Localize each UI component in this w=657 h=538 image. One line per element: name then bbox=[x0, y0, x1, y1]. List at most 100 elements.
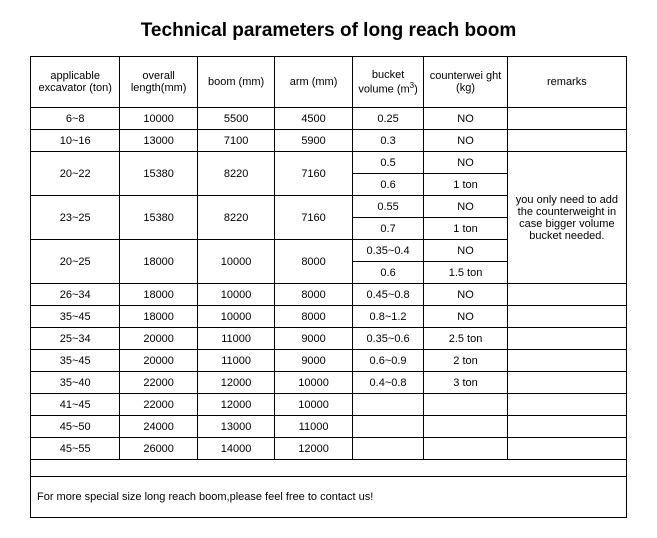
cell: 26~34 bbox=[31, 284, 120, 306]
cell: 20000 bbox=[120, 350, 197, 372]
header-remarks: remarks bbox=[507, 57, 626, 108]
cell: 10000 bbox=[197, 240, 274, 284]
cell: 25~34 bbox=[31, 328, 120, 350]
header-boom: boom (mm) bbox=[197, 57, 274, 108]
cell: NO bbox=[424, 108, 507, 130]
cell: 1 ton bbox=[424, 218, 507, 240]
cell: 4500 bbox=[275, 108, 352, 130]
cell: 2.5 ton bbox=[424, 328, 507, 350]
cell bbox=[424, 416, 507, 438]
cell: 14000 bbox=[197, 438, 274, 460]
table-body: 6~810000550045000.25NO 10~16130007100590… bbox=[31, 108, 627, 518]
header-row: applicable excavator (ton) overall lengt… bbox=[31, 57, 627, 108]
cell: NO bbox=[424, 196, 507, 218]
cell: NO bbox=[424, 240, 507, 262]
table-row: 35~402200012000100000.4~0.83 ton bbox=[31, 372, 627, 394]
cell: 5900 bbox=[275, 130, 352, 152]
cell: 45~55 bbox=[31, 438, 120, 460]
cell: 23~25 bbox=[31, 196, 120, 240]
cell: 0.6~0.9 bbox=[352, 350, 424, 372]
remarks-cell: you only need to add the counterweight i… bbox=[507, 152, 626, 284]
cell bbox=[507, 394, 626, 416]
page-container: Technical parameters of long reach boom … bbox=[0, 0, 657, 538]
cell: 15380 bbox=[120, 196, 197, 240]
cell: 0.55 bbox=[352, 196, 424, 218]
cell: 2 ton bbox=[424, 350, 507, 372]
spacer-row bbox=[31, 460, 627, 477]
cell: 8220 bbox=[197, 152, 274, 196]
cell: NO bbox=[424, 130, 507, 152]
header-bucket: bucket volume (m3) bbox=[352, 57, 424, 108]
cell: 0.8~1.2 bbox=[352, 306, 424, 328]
cell: 12000 bbox=[197, 372, 274, 394]
page-title: Technical parameters of long reach boom bbox=[30, 20, 627, 42]
cell: 10000 bbox=[120, 108, 197, 130]
cell: 20000 bbox=[120, 328, 197, 350]
cell: 9000 bbox=[275, 350, 352, 372]
cell bbox=[352, 394, 424, 416]
table-row: 20~2215380822071600.5NO you only need to… bbox=[31, 152, 627, 174]
cell: 11000 bbox=[197, 328, 274, 350]
cell: 22000 bbox=[120, 372, 197, 394]
cell: 0.3 bbox=[352, 130, 424, 152]
cell: NO bbox=[424, 306, 507, 328]
cell bbox=[352, 416, 424, 438]
cell: 0.5 bbox=[352, 152, 424, 174]
cell: 8000 bbox=[275, 306, 352, 328]
cell bbox=[507, 416, 626, 438]
cell: 18000 bbox=[120, 240, 197, 284]
cell: 0.6 bbox=[352, 174, 424, 196]
cell bbox=[352, 438, 424, 460]
cell bbox=[424, 394, 507, 416]
cell: 1.5 ton bbox=[424, 262, 507, 284]
cell: 10000 bbox=[275, 372, 352, 394]
cell: 0.7 bbox=[352, 218, 424, 240]
cell: NO bbox=[424, 152, 507, 174]
parameters-table: applicable excavator (ton) overall lengt… bbox=[30, 56, 627, 518]
cell bbox=[507, 328, 626, 350]
cell bbox=[507, 130, 626, 152]
cell: 8000 bbox=[275, 240, 352, 284]
cell bbox=[507, 108, 626, 130]
cell: 13000 bbox=[120, 130, 197, 152]
cell: 5500 bbox=[197, 108, 274, 130]
cell: 8000 bbox=[275, 284, 352, 306]
cell: 1 ton bbox=[424, 174, 507, 196]
cell: 13000 bbox=[197, 416, 274, 438]
cell bbox=[424, 438, 507, 460]
table-row: 26~34180001000080000.45~0.8NO bbox=[31, 284, 627, 306]
cell: 0.4~0.8 bbox=[352, 372, 424, 394]
cell: 22000 bbox=[120, 394, 197, 416]
table-row: 41~45220001200010000 bbox=[31, 394, 627, 416]
cell: 12000 bbox=[197, 394, 274, 416]
cell: 11000 bbox=[197, 350, 274, 372]
cell bbox=[507, 350, 626, 372]
table-row: 25~34200001100090000.35~0.62.5 ton bbox=[31, 328, 627, 350]
cell: 8220 bbox=[197, 196, 274, 240]
cell: 0.6 bbox=[352, 262, 424, 284]
table-row: 45~50240001300011000 bbox=[31, 416, 627, 438]
cell: 0.25 bbox=[352, 108, 424, 130]
cell: 20~25 bbox=[31, 240, 120, 284]
cell: 11000 bbox=[275, 416, 352, 438]
cell: 7160 bbox=[275, 196, 352, 240]
cell: 10000 bbox=[197, 306, 274, 328]
cell bbox=[507, 284, 626, 306]
cell bbox=[507, 306, 626, 328]
cell: 12000 bbox=[275, 438, 352, 460]
cell: 0.45~0.8 bbox=[352, 284, 424, 306]
cell: 45~50 bbox=[31, 416, 120, 438]
cell: NO bbox=[424, 284, 507, 306]
cell: 0.35~0.4 bbox=[352, 240, 424, 262]
cell: 41~45 bbox=[31, 394, 120, 416]
cell: 10000 bbox=[275, 394, 352, 416]
cell: 15380 bbox=[120, 152, 197, 196]
cell: 7100 bbox=[197, 130, 274, 152]
header-length: overall length(mm) bbox=[120, 57, 197, 108]
table-row: 10~1613000710059000.3NO bbox=[31, 130, 627, 152]
header-arm: arm (mm) bbox=[275, 57, 352, 108]
spacer-cell bbox=[31, 460, 627, 477]
cell: 18000 bbox=[120, 306, 197, 328]
footer-row: For more special size long reach boom,pl… bbox=[31, 477, 627, 518]
cell: 9000 bbox=[275, 328, 352, 350]
